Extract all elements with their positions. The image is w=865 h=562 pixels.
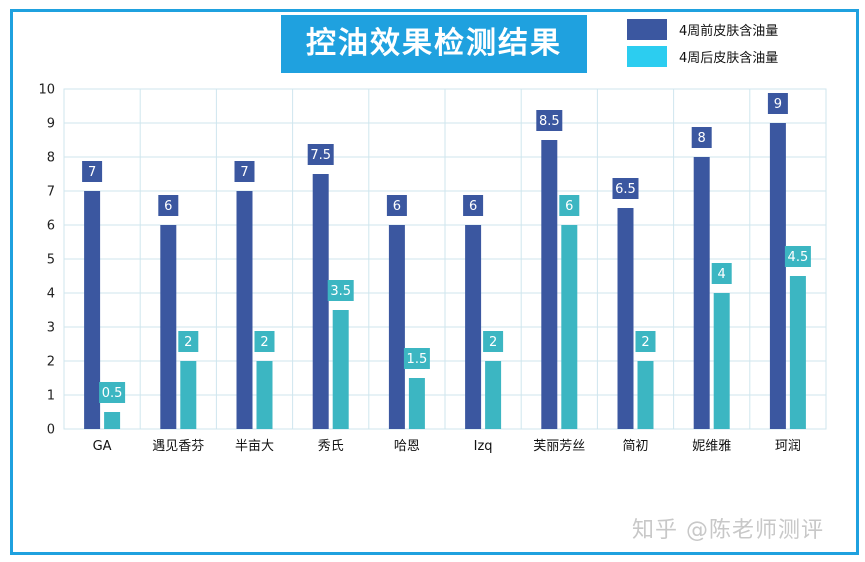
data-label-after: 2: [260, 335, 268, 350]
data-label-after: 3.5: [330, 284, 351, 299]
data-label-bg-after: [559, 195, 580, 216]
y-tick-label: 6: [47, 219, 55, 234]
bar-after: [713, 293, 730, 429]
bar-before: [84, 191, 101, 429]
y-tick-label: 9: [47, 117, 55, 132]
bar-before: [236, 191, 253, 429]
y-tick-label: 2: [47, 355, 55, 370]
data-label-bg-after: [403, 348, 430, 369]
data-label-bg-before: [307, 144, 334, 165]
bar-after: [637, 361, 654, 429]
data-label-after: 0.5: [102, 386, 123, 401]
bar-after: [332, 310, 349, 429]
x-tick-label: 哈恩: [394, 439, 420, 454]
x-tick-label: 珂润: [775, 439, 801, 454]
x-tick-label: 简初: [622, 438, 648, 454]
bar-after: [789, 276, 806, 429]
data-label-bg-after: [327, 280, 354, 301]
x-tick-label: 妮维雅: [692, 439, 731, 454]
bar-after: [256, 361, 273, 429]
data-label-after: 2: [489, 335, 497, 350]
data-label-bg-before: [691, 127, 712, 148]
data-label-before: 7: [88, 165, 96, 180]
data-label-bg-before: [386, 195, 407, 216]
bar-after: [561, 225, 578, 429]
y-tick-label: 1: [47, 389, 55, 404]
data-label-bg-before: [82, 161, 103, 182]
bar-after: [485, 361, 502, 429]
legend-label-before: 4周前皮肤含油量: [679, 23, 779, 39]
data-label-before: 8: [698, 131, 706, 146]
data-label-bg-after: [784, 246, 811, 267]
data-label-bg-after: [178, 331, 199, 352]
legend-item-before: 4周前皮肤含油量: [627, 17, 778, 41]
bar-before: [693, 157, 710, 429]
bar-before: [769, 123, 786, 429]
watermark: 知乎 @陈老师测评: [632, 518, 824, 543]
y-tick-label: 5: [47, 253, 55, 268]
data-label-after: 4.5: [788, 250, 809, 265]
data-label-bg-before: [158, 195, 179, 216]
data-label-bg-before: [536, 110, 563, 131]
legend-label-after: 4周后皮肤含油量: [679, 50, 779, 66]
bar-before: [160, 225, 177, 429]
y-tick-label: 7: [47, 185, 55, 200]
y-tick-label: 0: [47, 423, 55, 438]
bar-after: [104, 412, 121, 429]
x-tick-label: 遇见香芬: [152, 439, 204, 454]
data-label-after: 1.5: [407, 352, 428, 367]
data-label-bg-after: [99, 382, 126, 403]
bar-before: [388, 225, 405, 429]
data-label-bg-before: [463, 195, 484, 216]
y-tick-label: 10: [38, 83, 55, 98]
chart-frame: [10, 9, 859, 555]
bar-before: [312, 174, 329, 429]
data-label-before: 6: [469, 199, 477, 214]
bar-after: [180, 361, 197, 429]
data-label-bg-after: [254, 331, 275, 352]
bar-after: [408, 378, 425, 429]
data-label-after: 4: [718, 267, 726, 282]
data-label-before: 9: [774, 97, 782, 112]
legend-swatch-before: [627, 18, 667, 40]
data-label-bg-after: [483, 331, 504, 352]
x-tick-label: 芙丽芳丝: [533, 439, 585, 454]
x-tick-label: Izq: [474, 439, 493, 454]
data-label-bg-before: [234, 161, 255, 182]
y-tick-label: 8: [47, 151, 55, 166]
data-label-after: 2: [641, 335, 649, 350]
data-label-bg-after: [635, 331, 656, 352]
data-label-after: 6: [565, 199, 573, 214]
legend-swatch-after: [627, 45, 667, 67]
legend-item-after: 4周后皮肤含油量: [627, 44, 778, 68]
data-label-before: 8.5: [539, 114, 560, 129]
bar-before: [465, 225, 482, 429]
x-tick-label: GA: [93, 439, 112, 454]
chart-title: 控油效果检测结果: [281, 15, 587, 73]
data-label-bg-before: [767, 93, 788, 114]
data-label-before: 7.5: [310, 148, 331, 163]
y-tick-label: 4: [47, 287, 55, 302]
bar-before: [541, 140, 558, 429]
data-label-before: 6: [393, 199, 401, 214]
data-label-before: 7: [240, 165, 248, 180]
data-label-before: 6.5: [615, 182, 636, 197]
data-label-bg-after: [711, 263, 732, 284]
data-label-bg-before: [612, 178, 639, 199]
data-label-after: 2: [184, 335, 192, 350]
y-tick-label: 3: [47, 321, 55, 336]
x-tick-label: 秀氏: [318, 439, 344, 454]
data-label-before: 6: [164, 199, 172, 214]
x-tick-label: 半亩大: [235, 438, 274, 454]
bar-before: [617, 208, 634, 429]
